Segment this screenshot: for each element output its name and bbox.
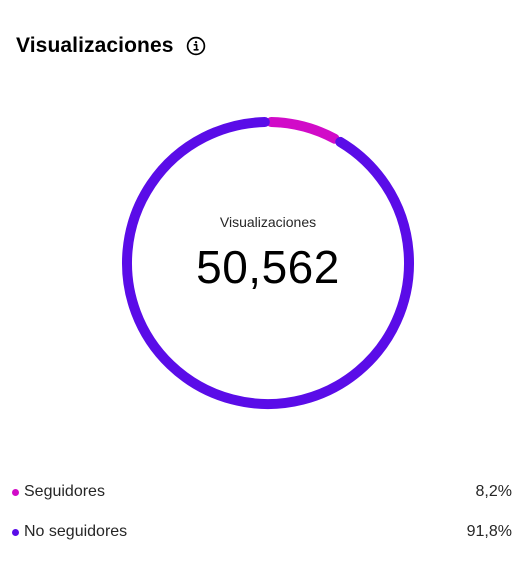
legend-item-seguidores: Seguidores 8,2% — [12, 480, 512, 504]
views-donut-chart: Visualizaciones 50,562 — [118, 106, 418, 416]
section-header: Visualizaciones — [16, 34, 206, 58]
chart-legend: Seguidores 8,2% No seguidores 91,8% — [12, 480, 512, 560]
legend-value: 8,2% — [475, 483, 512, 500]
section-title: Visualizaciones — [16, 34, 174, 57]
legend-dot-no-seguidores — [12, 529, 19, 536]
legend-label: Seguidores — [24, 483, 105, 500]
donut-center-label: Visualizaciones — [219, 214, 317, 230]
info-icon[interactable] — [186, 36, 206, 56]
donut-slice-no-seguidores — [122, 117, 414, 409]
donut-svg — [122, 117, 414, 409]
legend-item-no-seguidores: No seguidores 91,8% — [12, 520, 512, 544]
donut-slice-seguidores — [266, 117, 340, 144]
legend-label: No seguidores — [24, 523, 128, 540]
legend-dot-seguidores — [12, 489, 19, 496]
donut-center-total: 50,562 — [196, 241, 340, 293]
legend-value: 91,8% — [466, 523, 512, 540]
